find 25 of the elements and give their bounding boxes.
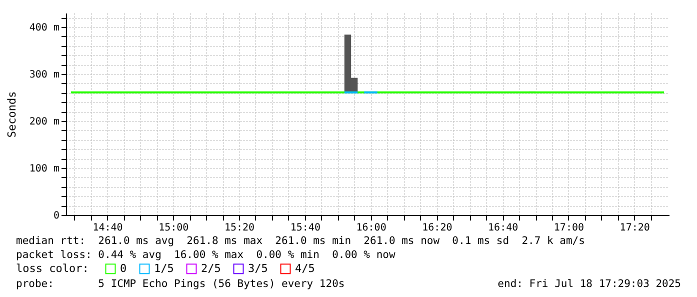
y-tick-label: 400 m [29, 22, 60, 34]
x-tick-label: 15:20 [224, 222, 255, 234]
text: median rtt: 261.0 ms avg 261.8 ms max 261.0 ms min 261.0 ms now 0.1 ms sd 2.7 k am/s [16, 235, 585, 247]
legend-label: 0 [120, 262, 127, 275]
x-tick-label: 14:40 [92, 222, 123, 234]
legend-label: 1/5 [154, 262, 174, 275]
legend-label: 3/5 [248, 262, 268, 275]
legend-label: 4/5 [295, 262, 315, 275]
x-tick-label: 15:40 [290, 222, 320, 234]
text: probe: 5 ICMP Echo Pings (56 Bytes) every 120s [16, 278, 345, 290]
y-tick-label: 0 [53, 210, 60, 222]
y-axis-title: Seconds [5, 91, 18, 138]
x-tick-label: 15:00 [158, 222, 189, 234]
x-tick-label: 16:20 [422, 222, 452, 234]
x-tick-label: 17:20 [620, 222, 650, 234]
y-tick-label: 300 m [29, 70, 60, 81]
legend-title: loss color: [16, 262, 89, 275]
text: packet loss: 0.44 % avg 16.00 % max 0.00 % min 0.00 % now [16, 249, 396, 261]
y-tick-label: 100 m [29, 164, 60, 175]
y-tick-label: 200 m [29, 116, 60, 128]
x-tick-label: 16:00 [356, 222, 386, 234]
text: end: Fri Jul 18 17:29:03 2025 [498, 278, 681, 290]
x-tick-label: 16:40 [488, 222, 518, 234]
x-tick-label: 17:00 [554, 222, 584, 234]
legend-label: 2/5 [201, 262, 221, 275]
